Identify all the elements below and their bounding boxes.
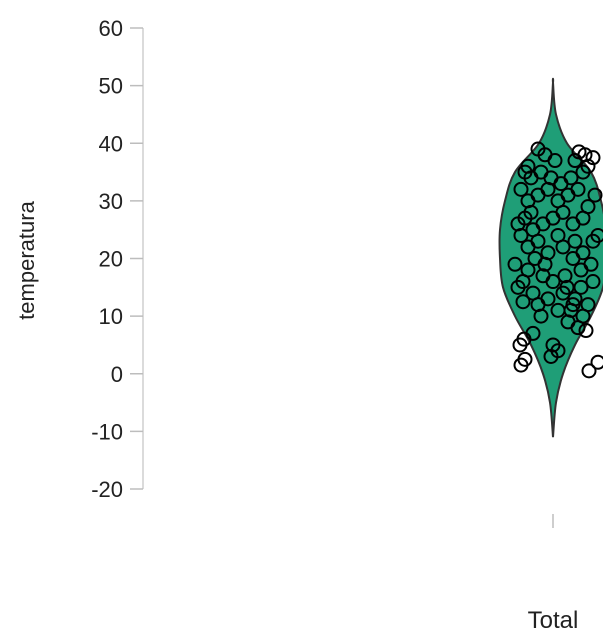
y-tick-label: -10 [91, 419, 123, 444]
y-axis-title: temperatura [14, 200, 39, 319]
x-category-label: Total [528, 607, 579, 633]
y-tick-label: -20 [91, 477, 123, 502]
y-tick-label: 60 [99, 16, 123, 41]
y-tick-label: 20 [99, 247, 123, 272]
y-tick-label: 10 [99, 304, 123, 329]
y-tick-label: 50 [99, 74, 123, 99]
y-tick-label: 30 [99, 189, 123, 214]
y-tick-label: 40 [99, 131, 123, 156]
data-point [583, 364, 596, 377]
x-axis: Total [528, 514, 579, 633]
y-tick-label: 0 [111, 362, 123, 387]
y-axis: -20 -10 0 10 20 30 40 50 60 [91, 16, 143, 502]
